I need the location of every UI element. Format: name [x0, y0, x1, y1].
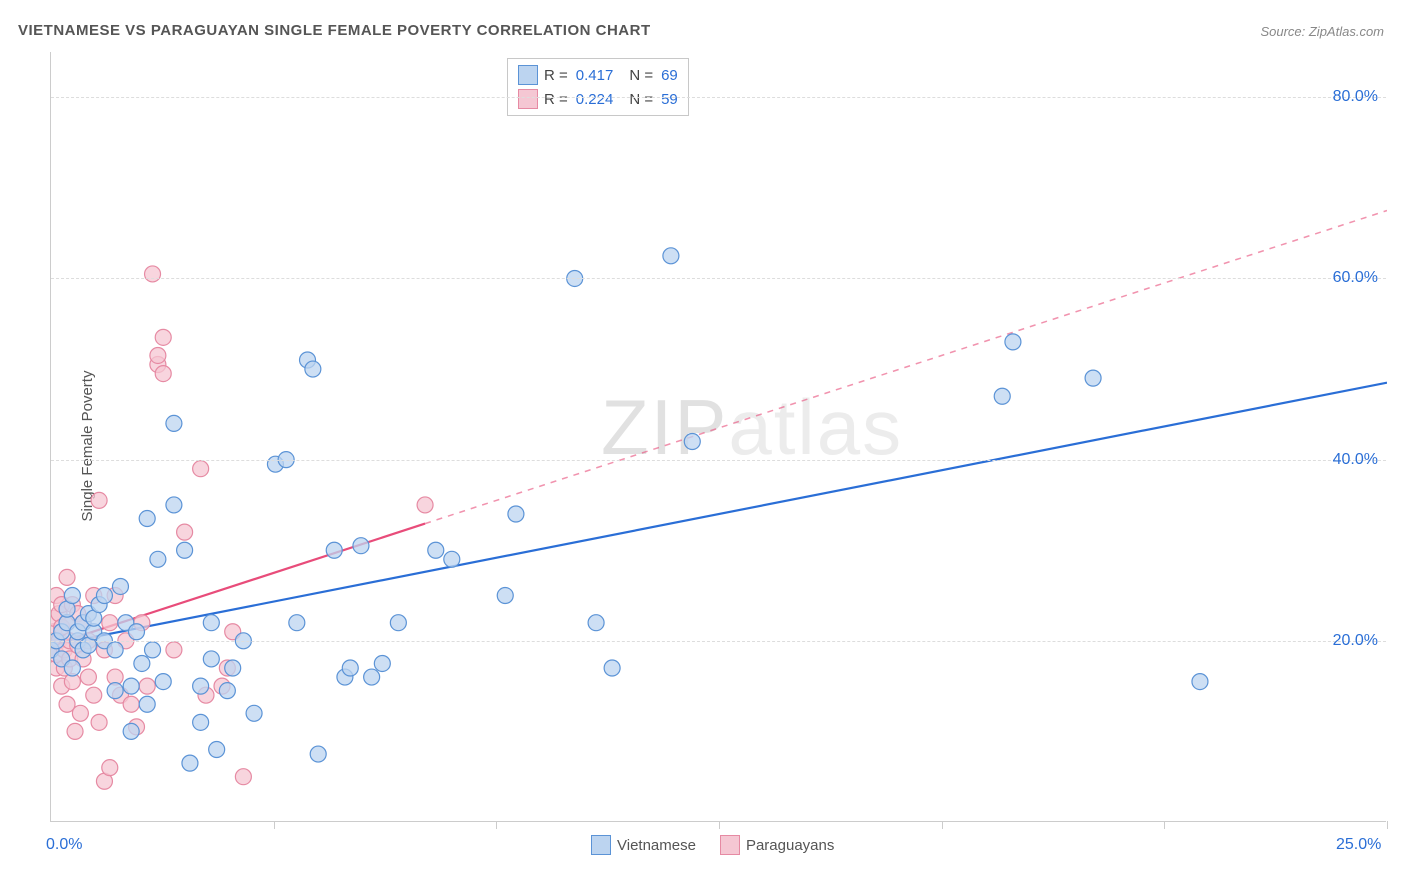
x-axis-tick — [496, 821, 497, 829]
swatch-series-0 — [518, 65, 538, 85]
label-n: N = — [629, 91, 653, 108]
y-axis-tick-label: 60.0% — [1278, 269, 1378, 287]
x-axis-tick — [1387, 821, 1388, 829]
x-axis-tick — [1164, 821, 1165, 829]
x-axis-max-label: 25.0% — [1336, 836, 1381, 854]
gridline-h — [51, 97, 1386, 98]
watermark-atlas: atlas — [728, 383, 903, 471]
source-text: Source: ZipAtlas.com — [1260, 24, 1384, 39]
gridline-h — [51, 460, 1386, 461]
label-n: N = — [629, 67, 653, 84]
swatch-icon — [720, 835, 740, 855]
plot-area: ZIPatlas R = 0.417 N = 69 R = 0.224 N = … — [50, 52, 1386, 822]
series-name-1: Paraguayans — [746, 837, 834, 854]
legend-row-1: R = 0.224 N = 59 — [518, 89, 678, 109]
correlation-legend: R = 0.417 N = 69 R = 0.224 N = 59 — [507, 58, 689, 116]
legend-row-0: R = 0.417 N = 69 — [518, 65, 678, 85]
r-value-1: 0.224 — [576, 91, 614, 108]
x-axis-tick — [719, 821, 720, 829]
gridline-h — [51, 278, 1386, 279]
chart-title: VIETNAMESE VS PARAGUAYAN SINGLE FEMALE P… — [18, 22, 651, 39]
swatch-series-1 — [518, 89, 538, 109]
gridline-h — [51, 641, 1386, 642]
r-value-0: 0.417 — [576, 67, 614, 84]
swatch-icon — [591, 835, 611, 855]
label-r: R = — [544, 67, 568, 84]
legend-item-0: Vietnamese — [591, 835, 696, 855]
y-axis-tick-label: 20.0% — [1278, 632, 1378, 650]
scatter-svg — [51, 52, 1387, 822]
x-axis-min-label: 0.0% — [46, 836, 82, 854]
n-value-1: 59 — [661, 91, 678, 108]
y-axis-tick-label: 80.0% — [1278, 88, 1378, 106]
series-name-0: Vietnamese — [617, 837, 696, 854]
legend-item-1: Paraguayans — [720, 835, 834, 855]
n-value-0: 69 — [661, 67, 678, 84]
series-legend: Vietnamese Paraguayans — [591, 835, 834, 855]
x-axis-tick — [274, 821, 275, 829]
label-r: R = — [544, 91, 568, 108]
watermark-zip: ZIP — [601, 383, 728, 471]
x-axis-tick — [942, 821, 943, 829]
y-axis-tick-label: 40.0% — [1278, 451, 1378, 469]
